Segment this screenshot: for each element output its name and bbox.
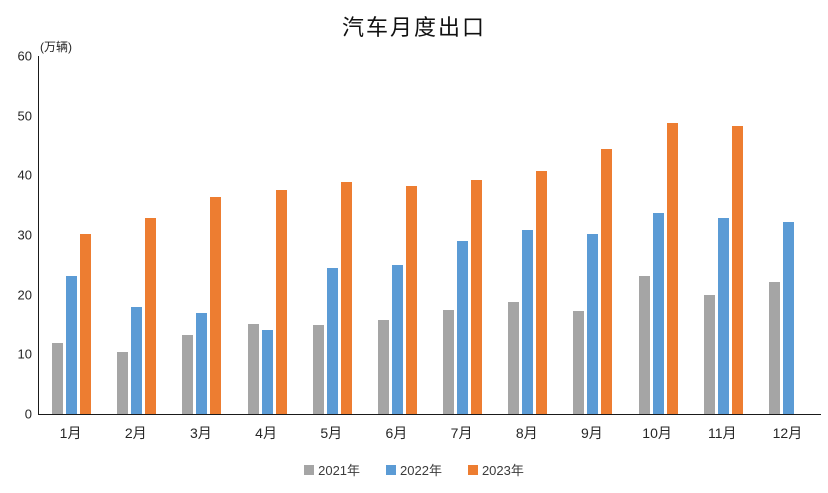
bar-2021年-4月 <box>247 323 259 414</box>
legend-label: 2021年 <box>318 463 361 478</box>
y-tick-label-30: 30 <box>17 227 32 243</box>
x-tick-label-8月: 8月 <box>515 425 538 441</box>
y-tick-label-10: 10 <box>17 346 32 362</box>
x-tick-label-7月: 7月 <box>450 425 473 441</box>
y-tick-label-60: 60 <box>17 48 32 64</box>
x-tick-label-9月: 9月 <box>581 425 603 441</box>
x-tick-label-6月: 6月 <box>385 425 408 441</box>
legend-item-2022年: 2022年 <box>386 460 442 479</box>
legend-swatch-icon <box>304 464 315 475</box>
y-tick-label-50: 50 <box>17 108 32 124</box>
bar-2023年-8月 <box>536 170 548 414</box>
bar-2022年-5月 <box>326 267 338 414</box>
chart-title: 汽车月度出口 <box>341 15 486 40</box>
bar-2022年-9月 <box>587 234 599 414</box>
bar-2021年-8月 <box>508 302 520 414</box>
bar-2022年-7月 <box>457 240 469 414</box>
bar-2023年-3月 <box>210 196 222 414</box>
x-tick-label-4月: 4月 <box>255 425 277 441</box>
y-tick-label-40: 40 <box>17 167 32 183</box>
bar-2022年-11月 <box>717 217 729 414</box>
y-tick-label-20: 20 <box>17 287 32 303</box>
bar-2021年-3月 <box>182 335 194 414</box>
bar-2021年-7月 <box>443 310 455 414</box>
bar-2023年-4月 <box>275 189 287 414</box>
bar-2023年-10月 <box>666 122 678 414</box>
x-tick-label-12月: 12月 <box>772 425 803 441</box>
x-tick-label-11月: 11月 <box>707 425 737 441</box>
y-tick-label-0: 0 <box>24 406 32 422</box>
legend: 2021年 2022年 2023年 <box>0 460 828 479</box>
bar-2021年-6月 <box>377 319 389 414</box>
bar-2023年-5月 <box>340 181 352 414</box>
legend-item-2023年: 2023年 <box>467 460 524 479</box>
x-tick-label-3月: 3月 <box>190 425 212 441</box>
bar-2022年-8月 <box>522 230 534 414</box>
x-tick-label-10月: 10月 <box>642 425 672 441</box>
plot-area <box>38 56 821 415</box>
bar-2023年-6月 <box>405 186 417 414</box>
legend-swatch-icon <box>467 464 478 475</box>
x-tick-label-5月: 5月 <box>320 425 343 441</box>
bar-2022年-3月 <box>196 312 208 414</box>
bar-2022年-12月 <box>782 221 794 414</box>
legend-label: 2023年 <box>481 463 524 478</box>
bar-2021年-1月 <box>52 343 64 414</box>
bar-2023年-11月 <box>731 126 743 414</box>
x-tick-label-2月: 2月 <box>124 425 147 441</box>
bar-2023年-7月 <box>471 180 483 414</box>
bar-2023年-9月 <box>601 149 613 414</box>
bar-2022年-6月 <box>391 265 403 414</box>
bar-2022年-1月 <box>66 276 78 414</box>
bar-2021年-12月 <box>768 281 780 414</box>
x-tick-label-1月: 1月 <box>59 425 82 441</box>
bar-2022年-2月 <box>131 306 143 414</box>
y-axis-unit-label: (万辆) <box>40 40 72 54</box>
bar-2023年-2月 <box>145 217 157 414</box>
legend-item-2021年: 2021年 <box>304 460 360 479</box>
bar-2021年-5月 <box>312 324 324 414</box>
legend-label: 2022年 <box>400 463 442 478</box>
bar-2021年-10月 <box>638 276 650 414</box>
bar-2021年-2月 <box>117 351 129 414</box>
bar-2021年-9月 <box>573 311 585 414</box>
legend-swatch-icon <box>386 464 397 475</box>
bar-2023年-1月 <box>80 234 92 414</box>
bar-2022年-10月 <box>652 212 664 414</box>
bar-2022年-4月 <box>261 329 273 414</box>
bar-2021年-11月 <box>703 294 715 414</box>
